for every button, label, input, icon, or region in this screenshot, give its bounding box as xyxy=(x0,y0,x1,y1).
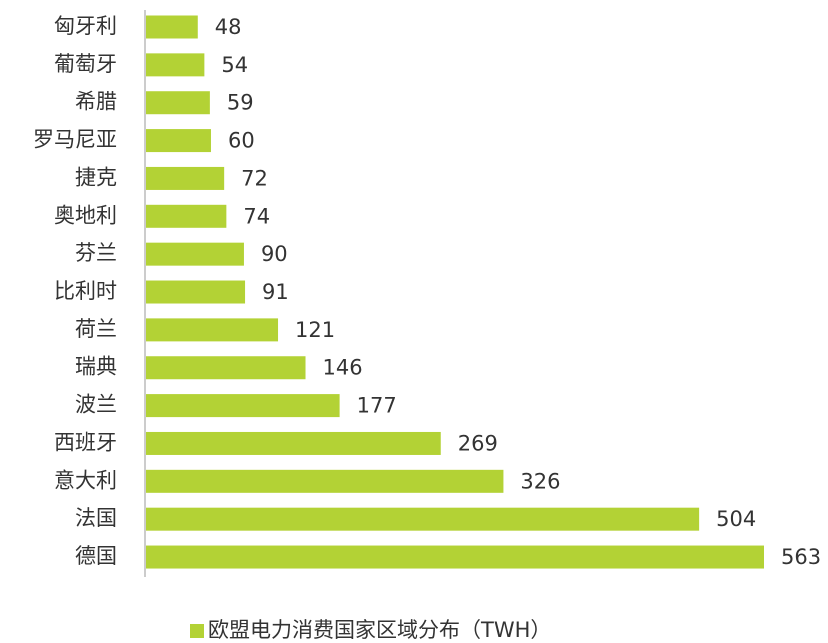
bar xyxy=(146,356,306,380)
value-label: 177 xyxy=(357,394,397,418)
value-label: 59 xyxy=(227,91,254,115)
y-tick-label: 比利时 xyxy=(54,279,117,303)
y-tick-label: 瑞典 xyxy=(75,355,117,379)
legend-swatch xyxy=(190,624,204,638)
value-label: 563 xyxy=(781,545,821,569)
value-label: 91 xyxy=(262,280,289,304)
y-tick-label: 罗马尼亚 xyxy=(33,128,117,152)
y-tick-label: 芬兰 xyxy=(75,241,117,265)
bar xyxy=(146,242,244,266)
value-label: 326 xyxy=(520,469,560,493)
y-tick-label: 法国 xyxy=(75,506,117,530)
bar xyxy=(146,318,279,342)
y-tick-label: 葡萄牙 xyxy=(54,52,117,76)
bar xyxy=(146,204,227,228)
y-tick-label: 希腊 xyxy=(75,90,117,114)
bar xyxy=(146,129,211,153)
bar xyxy=(146,53,205,77)
bar xyxy=(146,15,198,39)
bar xyxy=(146,507,700,531)
y-tick-label: 德国 xyxy=(75,544,117,568)
value-label: 121 xyxy=(295,318,335,342)
y-tick-label: 匈牙利 xyxy=(54,14,117,38)
value-label: 72 xyxy=(241,166,268,190)
value-label: 54 xyxy=(221,53,248,77)
bar xyxy=(146,394,340,418)
value-label: 146 xyxy=(323,356,363,380)
value-label: 48 xyxy=(215,15,242,39)
legend-label: 欧盟电力消费国家区域分布（TWH） xyxy=(208,618,551,642)
value-label: 269 xyxy=(458,431,498,455)
value-label: 504 xyxy=(716,507,756,531)
bar xyxy=(146,469,504,493)
value-label: 74 xyxy=(243,204,270,228)
y-tick-label: 奥地利 xyxy=(54,203,117,227)
value-label: 60 xyxy=(228,129,255,153)
y-tick-label: 波兰 xyxy=(75,393,117,417)
bar xyxy=(146,280,246,304)
bar xyxy=(146,545,764,569)
bar xyxy=(146,91,210,115)
value-label: 90 xyxy=(261,242,288,266)
y-tick-label: 荷兰 xyxy=(75,317,117,341)
y-tick-label: 西班牙 xyxy=(54,430,117,454)
bar xyxy=(146,166,225,190)
bar xyxy=(146,431,441,455)
y-tick-label: 捷克 xyxy=(75,165,117,189)
y-tick-label: 意大利 xyxy=(54,468,117,492)
